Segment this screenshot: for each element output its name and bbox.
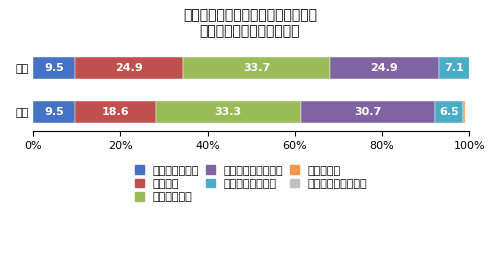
Text: 理想のキッチンのために重視する事
広すぎずコンパクトである: 理想のキッチンのために重視する事 広すぎずコンパクトである: [183, 8, 317, 38]
Legend: とても重視する, 重視する, やや重視する, どちらともいえない, あまり重視しない, 重視しない, まったく重視しない: とても重視する, 重視する, やや重視する, どちらともいえない, あまり重視し…: [135, 166, 368, 203]
Bar: [434, 101, 463, 123]
Text: 18.6: 18.6: [102, 107, 129, 117]
Bar: [74, 101, 156, 123]
Text: 9.5: 9.5: [44, 107, 64, 117]
Text: 24.9: 24.9: [115, 63, 142, 73]
Text: 9.5: 9.5: [44, 63, 64, 73]
Text: 33.7: 33.7: [243, 63, 270, 73]
Text: 30.7: 30.7: [354, 107, 382, 117]
Text: 24.9: 24.9: [370, 63, 398, 73]
Bar: [330, 57, 438, 79]
Bar: [33, 57, 74, 79]
Bar: [463, 101, 466, 123]
Bar: [301, 101, 434, 123]
Text: 33.3: 33.3: [214, 107, 242, 117]
Bar: [156, 101, 301, 123]
Bar: [183, 57, 330, 79]
Text: 7.1: 7.1: [444, 63, 464, 73]
Bar: [33, 101, 74, 123]
Bar: [74, 57, 183, 79]
Bar: [438, 57, 470, 79]
Text: 6.5: 6.5: [439, 107, 459, 117]
